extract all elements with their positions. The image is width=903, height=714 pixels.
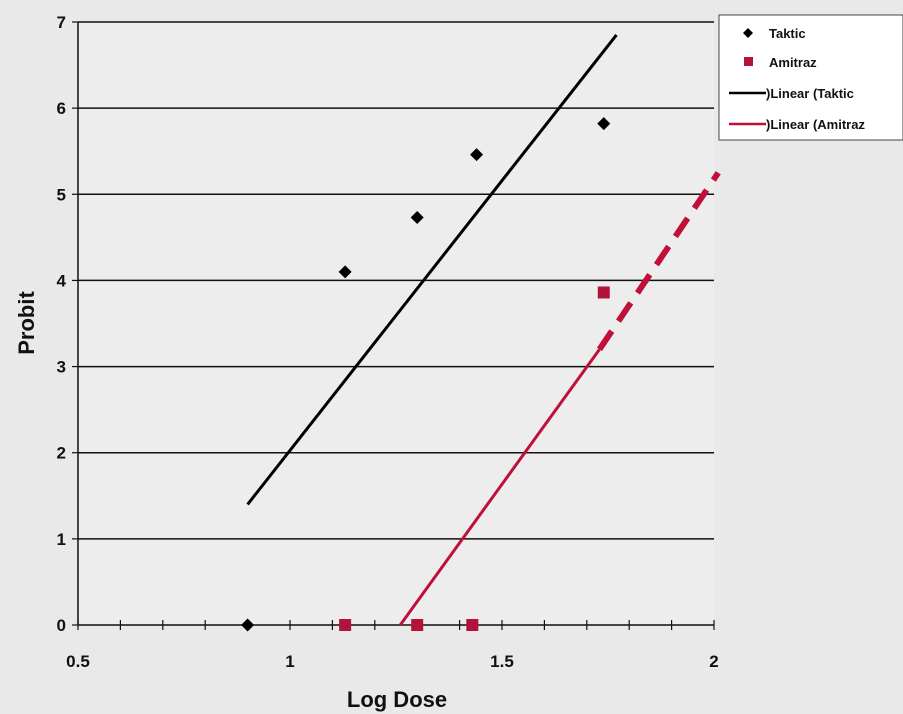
amitraz-point: [597, 286, 610, 299]
legend-items: Taktic Amitraz )Linear (Taktic )Linear (Ami…: [729, 26, 865, 132]
legend: Taktic Amitraz )Linear (Taktic )Linear (Ami…: [718, 14, 903, 141]
trendline-segment: [246, 33, 618, 506]
x-tick-label: 0.5: [66, 652, 90, 671]
legend-label: Amitraz: [769, 55, 817, 70]
trendline-segment: [399, 348, 601, 626]
legend-label: )Linear (Amitraz: [766, 117, 865, 132]
y-tick-label: 6: [57, 99, 66, 118]
y-tick-label: 4: [57, 271, 67, 290]
gridlines: [78, 21, 714, 540]
y-tick-labels: 0 1 2 3 4 5 6 7: [57, 13, 67, 635]
amitraz-point: [411, 619, 424, 631]
taktic-point: [410, 211, 424, 225]
x-axis-label: Log Dose: [347, 687, 447, 712]
x-tick-labels: 0.5 1 1.5 2: [66, 652, 719, 671]
y-axis-label: Probit: [14, 291, 39, 355]
amitraz-point: [339, 619, 352, 631]
legend-marker-diamond: [743, 28, 753, 38]
taktic-point: [597, 117, 611, 131]
x-tick-label: 1.5: [490, 652, 514, 671]
taktic-point: [241, 618, 255, 632]
y-tick-label: 5: [57, 185, 66, 204]
x-tick-label: 2: [709, 652, 718, 671]
legend-marker-square: [744, 57, 753, 66]
plot-background: [78, 22, 714, 625]
x-tick-label: 1: [285, 652, 294, 671]
y-tick-label: 7: [57, 13, 66, 32]
amitraz-point: [466, 619, 479, 631]
y-tick-label: 3: [57, 358, 66, 377]
y-tick-label: 2: [57, 444, 66, 463]
data-points: [241, 117, 611, 632]
taktic-point: [338, 265, 352, 279]
y-tick-label: 0: [57, 616, 66, 635]
legend-label: )Linear (Taktic: [766, 86, 854, 101]
legend-label: Taktic: [769, 26, 806, 41]
y-tick-label: 1: [57, 530, 66, 549]
taktic-point: [470, 148, 484, 162]
trendline-segment-dashed: [597, 171, 721, 352]
trendlines: [246, 33, 721, 626]
